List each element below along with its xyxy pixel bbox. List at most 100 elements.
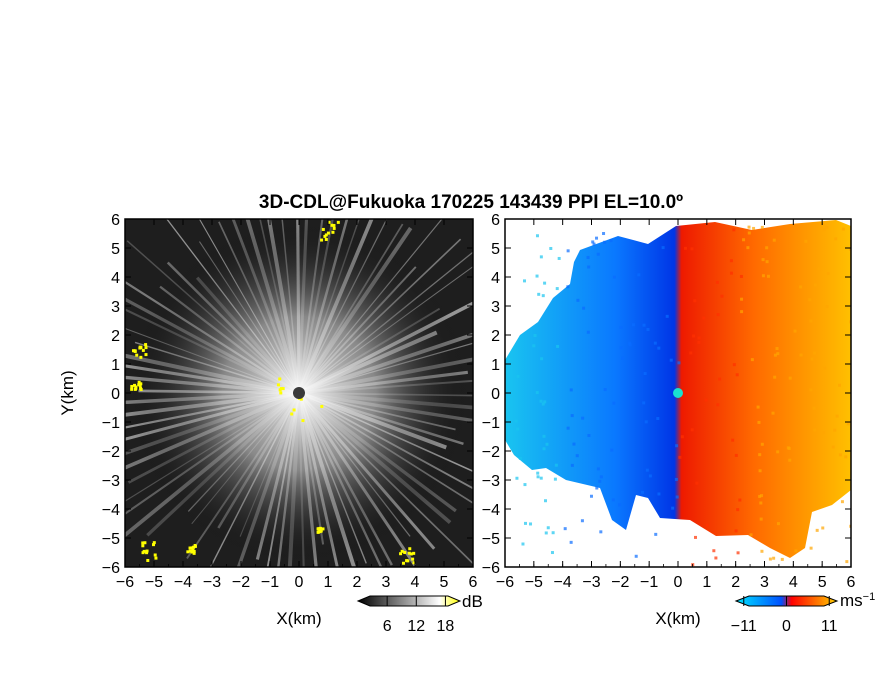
velocity-pixel: [714, 556, 718, 560]
velocity-pixel: [705, 523, 709, 527]
snr-y-tick-label: −4: [102, 502, 120, 519]
velocity-pixel: [543, 281, 547, 285]
velocity-pixel: [761, 258, 765, 262]
velocity-pixel: [599, 530, 603, 534]
velocity-pixel: [734, 529, 738, 533]
snr-high-pixel: [146, 558, 150, 562]
velocity-pixel: [812, 406, 816, 410]
velocity-pixel: [603, 240, 607, 244]
velocity-pixel: [610, 448, 614, 452]
velocity-pixel: [587, 265, 591, 269]
velocity-pixel: [835, 414, 839, 418]
velocity-pixel: [656, 417, 660, 421]
velocity-pixel: [537, 292, 541, 296]
snr-high-pixel: [411, 557, 415, 561]
velocity-pixel: [735, 373, 739, 377]
snr-x-tick-label: −2: [232, 574, 250, 591]
velocity-pixel: [515, 476, 519, 480]
snr-high-pixel: [132, 349, 136, 353]
snr-high-pixel: [133, 383, 137, 387]
velocity-pixel: [772, 556, 776, 560]
velocity-pixel: [788, 458, 792, 462]
velocity-pixel: [776, 522, 780, 526]
velocity-pixel: [570, 414, 574, 418]
snr-high-pixel: [138, 346, 142, 350]
velocity-pixel: [766, 274, 770, 278]
velocity-y-tick-label: 3: [491, 299, 500, 316]
velocity-panel: −6 −5 −4 −3 −2 −1 0 1 2 3 4 5 6 6 5 4 3 2 1 0 −1 −2 −3 −4 −5 −6 X…: [482, 212, 875, 635]
snr-high-pixel: [321, 227, 325, 231]
velocity-pixel: [794, 549, 798, 553]
snr-high-pixel: [412, 551, 416, 555]
velocity-image: [505, 219, 851, 567]
velocity-pixel: [535, 234, 539, 238]
snr-high-pixel: [134, 385, 138, 389]
velocity-pixel: [845, 560, 849, 564]
velocity-pixel: [680, 435, 684, 439]
velocity-pixel: [761, 274, 765, 278]
velocity-x-tick-label: −2: [611, 574, 629, 591]
snr-y-tick-label: −2: [102, 444, 120, 461]
snr-high-pixel: [144, 346, 148, 350]
velocity-pixel: [612, 401, 616, 405]
snr-high-pixel: [144, 343, 148, 347]
snr-high-pixel: [326, 231, 330, 235]
snr-high-pixel: [133, 387, 137, 391]
velocity-pixel: [760, 549, 764, 553]
velocity-pixel: [640, 490, 644, 494]
snr-high-pixel: [331, 230, 335, 234]
svg-text:ms−1: ms−1: [840, 591, 875, 610]
velocity-pixel: [541, 402, 545, 406]
snr-x-tick-label: 0: [295, 574, 304, 591]
snr-high-pixel: [318, 526, 322, 530]
velocity-pixel: [675, 444, 679, 448]
velocity-pixel: [586, 255, 590, 259]
snr-colorbar-tick-label: 6: [383, 618, 392, 635]
snr-high-pixel: [279, 391, 283, 395]
velocity-pixel: [678, 455, 682, 459]
velocity-pixel: [826, 272, 830, 276]
snr-x-tick-label: −3: [203, 574, 221, 591]
snr-x-tick-label: −6: [116, 574, 134, 591]
velocity-pixel: [809, 546, 813, 550]
velocity-pixel: [523, 483, 527, 487]
snr-high-pixel: [190, 546, 194, 550]
snr-y-tick-label: −5: [102, 531, 120, 548]
velocity-pixel: [675, 495, 679, 499]
snr-high-pixel: [141, 551, 145, 555]
velocity-pixel: [555, 287, 559, 291]
velocity-pixel: [729, 271, 733, 275]
velocity-pixel: [771, 411, 775, 415]
velocity-pixel: [644, 420, 648, 424]
velocity-pixel: [516, 427, 520, 431]
velocity-pixel: [788, 376, 792, 380]
velocity-pixel: [621, 356, 625, 360]
snr-high-pixel: [281, 387, 285, 391]
velocity-pixel: [603, 388, 607, 392]
velocity-pixel: [544, 499, 548, 503]
snr-colorbar: 6 12 18 dB: [356, 592, 483, 635]
velocity-pixel: [822, 228, 826, 232]
velocity-pixel: [657, 346, 661, 350]
velocity-x-tick-label: 5: [818, 574, 827, 591]
velocity-pixel: [838, 453, 842, 457]
velocity-pixel: [776, 450, 780, 454]
velocity-colorbar: −11 0 11 ms−1: [731, 591, 875, 635]
velocity-pixel: [787, 447, 791, 451]
velocity-pixel: [738, 498, 742, 502]
snr-high-pixel: [192, 551, 196, 555]
velocity-pixel: [642, 323, 646, 327]
snr-high-pixel: [292, 408, 296, 412]
velocity-colorbar-tick-label: 11: [821, 618, 838, 635]
velocity-pixel: [665, 314, 669, 318]
snr-colorbar-unit: dB: [462, 592, 483, 611]
velocity-pixel: [747, 225, 751, 229]
velocity-pixel: [602, 232, 606, 236]
velocity-pixel: [756, 405, 760, 409]
velocity-pixel: [566, 426, 570, 430]
snr-high-pixel: [151, 543, 155, 547]
velocity-pixel: [580, 519, 584, 523]
velocity-pixel: [595, 486, 599, 490]
snr-high-pixel: [412, 561, 416, 565]
velocity-pixel: [690, 428, 694, 432]
